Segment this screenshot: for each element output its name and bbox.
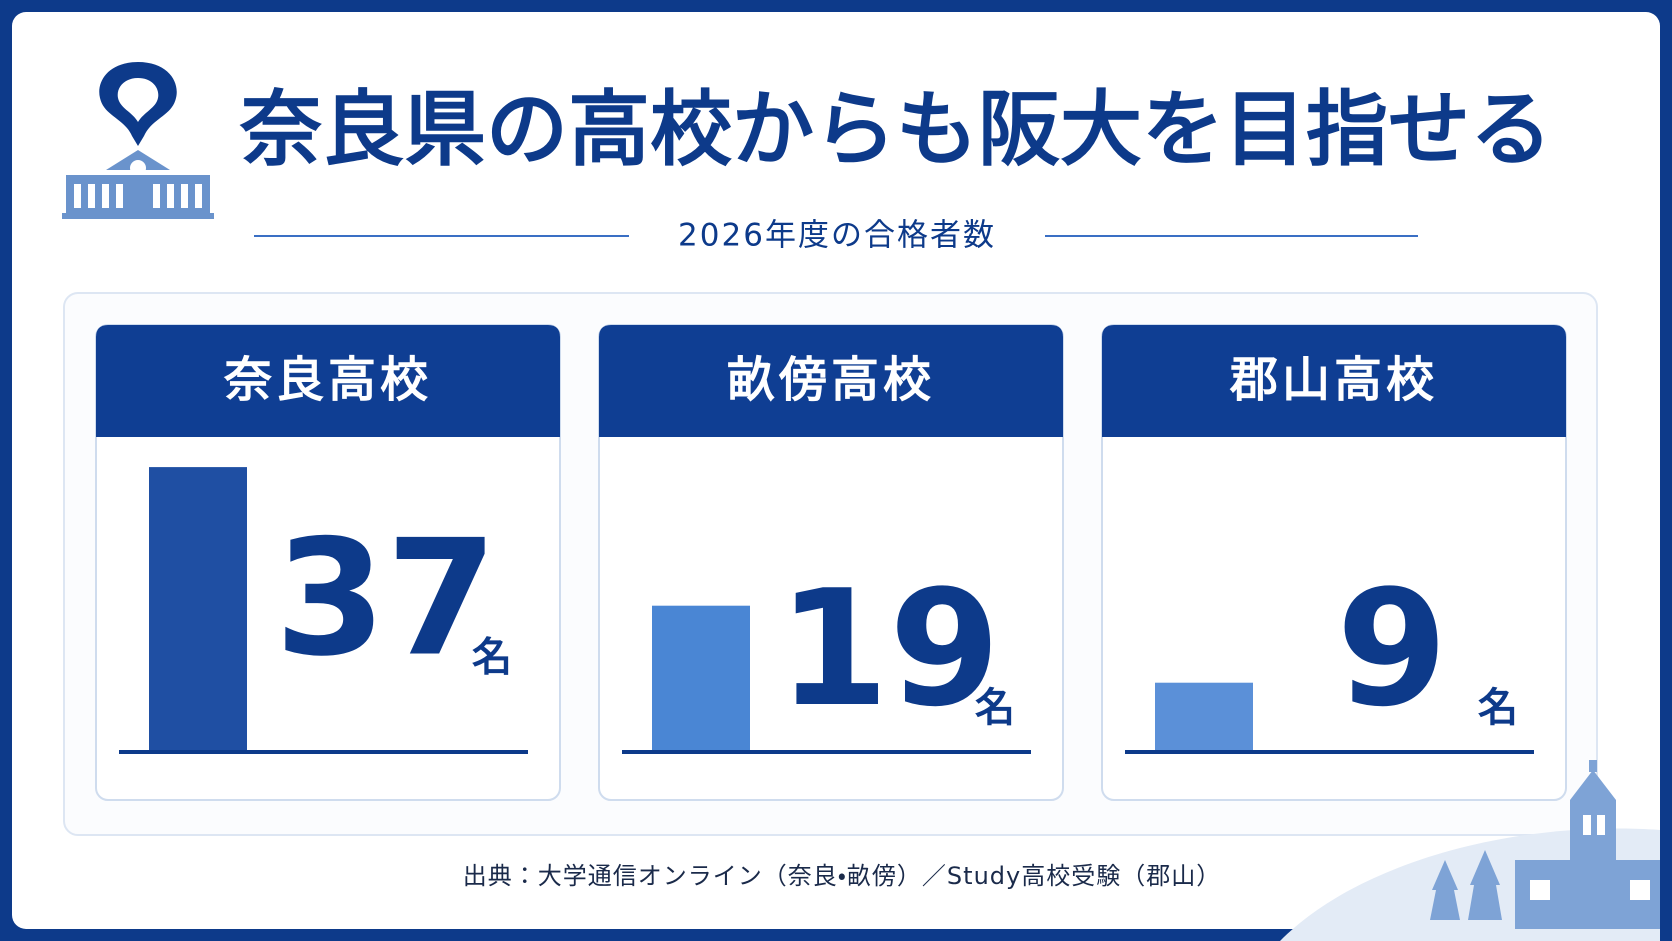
chart-title: 奈良県の高校からも阪大を目指せる bbox=[239, 82, 1552, 177]
scenery bbox=[1280, 760, 1660, 941]
value-label: 19 bbox=[778, 555, 1001, 742]
source-note: 出典：大学通信オンライン（奈良・畝傍）／Study高校受験（郡山） bbox=[463, 862, 1221, 890]
unit-label: 名 bbox=[975, 685, 1015, 731]
category-label: 奈良高校 bbox=[223, 352, 432, 408]
card-header bbox=[96, 325, 560, 437]
unit-label: 名 bbox=[472, 635, 512, 681]
category-label: 畝傍高校 bbox=[727, 352, 935, 408]
chart-subtitle: 2026年度の合格者数 bbox=[678, 218, 996, 254]
bar bbox=[652, 605, 750, 752]
value-label: 9 bbox=[1336, 555, 1447, 742]
unit-label: 名 bbox=[1478, 685, 1518, 731]
category-label: 郡山高校 bbox=[1229, 352, 1438, 408]
card-header bbox=[1102, 325, 1566, 437]
bar bbox=[149, 467, 247, 752]
bar bbox=[1155, 682, 1253, 752]
value-label: 37 bbox=[275, 504, 498, 691]
card-header bbox=[599, 325, 1063, 437]
logo bbox=[99, 62, 177, 146]
building-icon bbox=[62, 150, 214, 219]
